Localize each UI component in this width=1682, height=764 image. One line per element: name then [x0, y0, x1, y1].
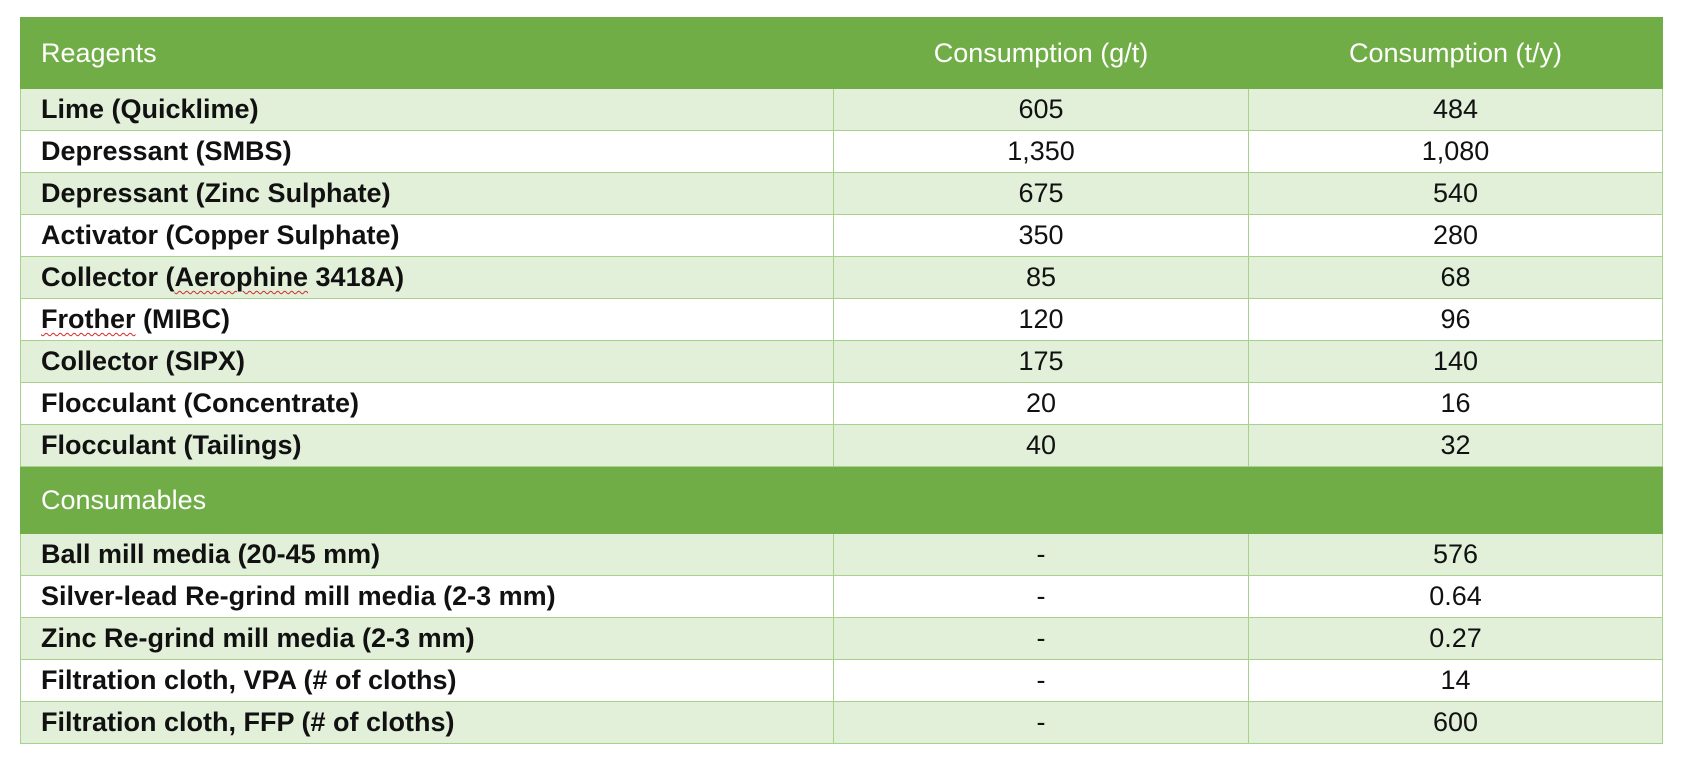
reagent-name: Depressant (Zinc Sulphate) — [20, 172, 834, 215]
reagent-consumption-gt: 350 — [833, 214, 1249, 257]
reagent-consumption-gt: 20 — [833, 382, 1249, 425]
section-empty-cell — [1248, 466, 1663, 534]
table-row: Filtration cloth, FFP (# of cloths) - 60… — [20, 701, 1663, 744]
reagent-name: Frother (MIBC) — [20, 298, 834, 341]
spellcheck-flagged-word[interactable]: Frother — [41, 304, 136, 334]
table-row: Depressant (Zinc Sulphate) 675 540 — [20, 172, 1663, 215]
reagent-consumption-ty: 280 — [1248, 214, 1663, 257]
consumable-consumption-gt: - — [833, 617, 1249, 660]
table-row: Frother (MIBC) 120 96 — [20, 298, 1663, 341]
reagent-consumption-ty: 32 — [1248, 424, 1663, 467]
consumable-consumption-gt: - — [833, 701, 1249, 744]
table-row: Activator (Copper Sulphate) 350 280 — [20, 214, 1663, 257]
reagent-consumption-ty: 68 — [1248, 256, 1663, 299]
reagent-consumption-gt: 85 — [833, 256, 1249, 299]
reagent-name: Activator (Copper Sulphate) — [20, 214, 834, 257]
consumable-name: Zinc Re-grind mill media (2-3 mm) — [20, 617, 834, 660]
consumable-name: Silver-lead Re-grind mill media (2-3 mm) — [20, 575, 834, 618]
header-consumption-gt: Consumption (g/t) — [833, 17, 1249, 89]
table-row: Lime (Quicklime) 605 484 — [20, 88, 1663, 131]
reagent-consumption-gt: 675 — [833, 172, 1249, 215]
consumable-consumption-ty: 600 — [1248, 701, 1663, 744]
reagent-name: Flocculant (Concentrate) — [20, 382, 834, 425]
consumable-consumption-ty: 0.27 — [1248, 617, 1663, 660]
reagent-name: Flocculant (Tailings) — [20, 424, 834, 467]
consumable-consumption-ty: 14 — [1248, 659, 1663, 702]
reagent-consumption-ty: 140 — [1248, 340, 1663, 383]
table-row: Ball mill media (20-45 mm) - 576 — [20, 533, 1663, 576]
reagent-name: Collector (Aerophine 3418A) — [20, 256, 834, 299]
reagent-name: Lime (Quicklime) — [20, 88, 834, 131]
consumable-consumption-gt: - — [833, 575, 1249, 618]
consumable-consumption-ty: 576 — [1248, 533, 1663, 576]
reagent-consumption-gt: 1,350 — [833, 130, 1249, 173]
header-reagents: Reagents — [20, 17, 834, 89]
reagent-name: Collector (SIPX) — [20, 340, 834, 383]
consumable-name: Filtration cloth, VPA (# of cloths) — [20, 659, 834, 702]
table-row: Flocculant (Concentrate) 20 16 — [20, 382, 1663, 425]
reagent-consumption-table: Reagents Consumption (g/t) Consumption (… — [20, 17, 1663, 744]
reagent-consumption-gt: 120 — [833, 298, 1249, 341]
consumables-section-header: Consumables — [20, 466, 1663, 534]
header-consumption-ty: Consumption (t/y) — [1248, 17, 1663, 89]
reagent-consumption-gt: 175 — [833, 340, 1249, 383]
table-row: Collector (Aerophine 3418A) 85 68 — [20, 256, 1663, 299]
reagent-consumption-ty: 1,080 — [1248, 130, 1663, 173]
table-row: Filtration cloth, VPA (# of cloths) - 14 — [20, 659, 1663, 702]
table-header-row: Reagents Consumption (g/t) Consumption (… — [20, 17, 1663, 89]
consumable-name: Ball mill media (20-45 mm) — [20, 533, 834, 576]
table-row: Collector (SIPX) 175 140 — [20, 340, 1663, 383]
consumable-consumption-ty: 0.64 — [1248, 575, 1663, 618]
reagent-consumption-gt: 605 — [833, 88, 1249, 131]
section-empty-cell — [833, 466, 1249, 534]
reagent-consumption-ty: 96 — [1248, 298, 1663, 341]
table-row: Silver-lead Re-grind mill media (2-3 mm)… — [20, 575, 1663, 618]
table-row: Depressant (SMBS) 1,350 1,080 — [20, 130, 1663, 173]
spellcheck-flagged-word[interactable]: Aerophine — [174, 262, 309, 292]
consumable-name: Filtration cloth, FFP (# of cloths) — [20, 701, 834, 744]
consumable-consumption-gt: - — [833, 659, 1249, 702]
reagent-name: Depressant (SMBS) — [20, 130, 834, 173]
reagent-consumption-ty: 484 — [1248, 88, 1663, 131]
reagent-consumption-ty: 540 — [1248, 172, 1663, 215]
table-row: Zinc Re-grind mill media (2-3 mm) - 0.27 — [20, 617, 1663, 660]
table-row: Flocculant (Tailings) 40 32 — [20, 424, 1663, 467]
consumable-consumption-gt: - — [833, 533, 1249, 576]
section-label-consumables: Consumables — [20, 466, 834, 534]
reagent-consumption-ty: 16 — [1248, 382, 1663, 425]
consumption-table-container: Reagents Consumption (g/t) Consumption (… — [20, 17, 1663, 744]
reagent-consumption-gt: 40 — [833, 424, 1249, 467]
